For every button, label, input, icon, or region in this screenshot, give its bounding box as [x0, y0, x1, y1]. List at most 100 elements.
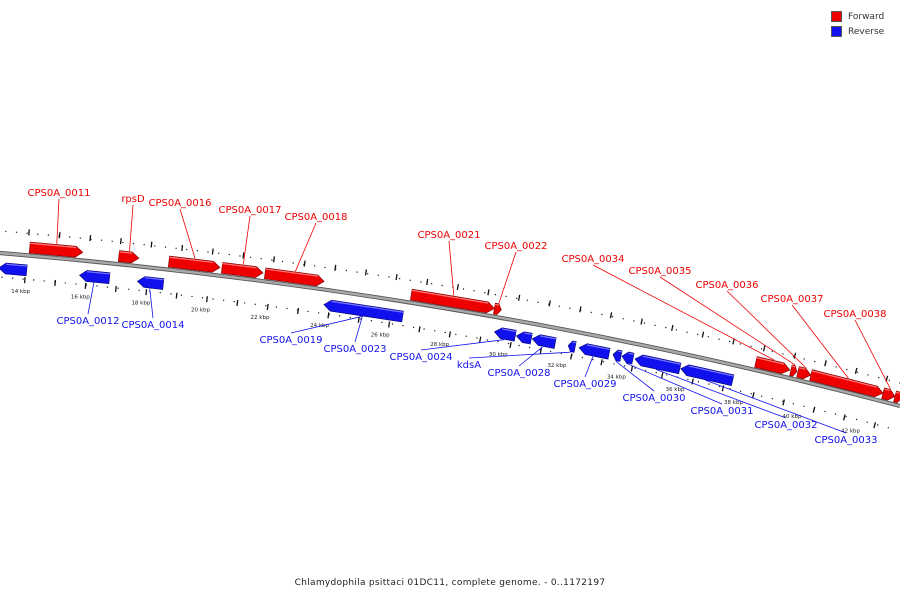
tick-dot [497, 341, 499, 343]
reverse-leader-line [420, 339, 504, 351]
forward-gene-arrow [754, 356, 791, 374]
gene-arrows [0, 241, 900, 404]
tick-dot [888, 379, 891, 382]
tick-dot [367, 273, 369, 275]
tick-dot [180, 294, 183, 296]
reverse-gene-arrow [567, 340, 577, 353]
major-tick [395, 274, 398, 281]
tick-dot [370, 320, 373, 322]
tick-dot [687, 378, 689, 381]
tick-dot [339, 315, 341, 317]
forward-gene-arrow [789, 364, 798, 377]
forward-gene-arrow [881, 387, 896, 401]
major-tick [509, 341, 512, 349]
tick-dot [191, 295, 193, 298]
major-tick [701, 331, 705, 338]
legend-reverse-label: Reverse [848, 26, 885, 37]
tick-dot [244, 302, 246, 304]
major-tick [539, 347, 543, 354]
forward-leader-line [854, 319, 891, 390]
scale-label: 16 kbp [71, 294, 90, 300]
reverse-gene-arrow-shine [6, 263, 28, 267]
tick-dot [526, 299, 529, 301]
forward-gene-label: CPS0A_0038 [823, 309, 886, 320]
tick-dot [313, 265, 316, 267]
tick-dot [622, 318, 624, 320]
forward-gene-label: CPS0A_0016 [148, 198, 211, 209]
tick-dot [569, 307, 571, 309]
tick-dot [265, 305, 267, 307]
tick-dot [201, 297, 204, 299]
forward-gene-arrow [28, 241, 84, 258]
tick-dot [633, 320, 635, 322]
tick-dot [484, 292, 486, 294]
tick-dot [645, 369, 647, 372]
reverse-gene-arrow-shine [86, 271, 110, 275]
tick-dot [878, 377, 880, 379]
major-tick [58, 232, 61, 239]
tick-marks [1, 229, 900, 429]
forward-gene-arrow-shine [756, 357, 784, 365]
forward-leader-line [56, 198, 60, 244]
tick-dot [803, 358, 805, 360]
reverse-gene-arrow-shine [331, 300, 404, 313]
major-tick [609, 312, 613, 319]
major-tick [691, 378, 694, 385]
reverse-leader-line [87, 282, 95, 315]
forward-gene-arrow [220, 262, 264, 278]
tick-dot [666, 374, 668, 376]
tick-dot [388, 276, 390, 278]
major-tick [579, 306, 582, 313]
tick-dot [665, 326, 667, 329]
tick-dot [507, 342, 510, 345]
forward-gene-arrow-shine [265, 268, 318, 277]
major-tick [600, 359, 603, 366]
tick-dot [423, 328, 425, 330]
forward-leader-line [295, 222, 317, 272]
reverse-leader-line [468, 351, 571, 359]
tick-dot [792, 403, 795, 405]
reverse-gene-arrow-shine [628, 352, 634, 355]
tick-dot [381, 321, 383, 324]
forward-leader-line [592, 264, 775, 361]
tick-dot [412, 326, 415, 329]
major-tick [752, 392, 755, 399]
leader-lines [56, 198, 891, 434]
tick-dot [154, 245, 156, 247]
major-tick [570, 353, 573, 360]
reverse-gene-label: CPS0A_0023 [323, 344, 386, 355]
reverse-gene-label: CPS0A_0029 [553, 379, 616, 390]
tick-dot [516, 297, 518, 300]
scale-label: 42 kbp [841, 428, 860, 434]
tick-dot [518, 344, 520, 347]
reverse-leader-line [354, 316, 363, 343]
tick-dot [33, 279, 35, 281]
major-tick [630, 365, 634, 372]
tick-dot [64, 282, 67, 284]
major-tick [721, 385, 725, 392]
major-tick [266, 303, 269, 311]
reverse-gene-arrow [680, 364, 735, 386]
major-tick [732, 338, 735, 345]
scale-label: 32 kbp [547, 363, 566, 369]
reverse-gene-arrow-shine [642, 355, 681, 365]
forward-gene-label: CPS0A_0021 [417, 230, 480, 241]
forward-gene-arrow-shine [811, 370, 878, 388]
forward-gene-label: CPS0A_0022 [484, 241, 547, 252]
tick-dot [782, 400, 784, 402]
tick-dot [260, 258, 262, 260]
tick-dot [465, 335, 467, 337]
forward-leader-line [179, 208, 196, 259]
reverse-gene-arrow [323, 299, 404, 323]
forward-gene-arrow [167, 255, 221, 273]
forward-gene-arrow-shine [791, 365, 796, 368]
reverse-gene-arrow-shine [617, 350, 622, 353]
tick-dot [356, 271, 358, 273]
forward-gene-label: rpsD [121, 194, 145, 205]
tick-dot [254, 303, 256, 305]
major-tick [854, 367, 858, 374]
reverse-gene-label: CPS0A_0014 [121, 320, 184, 331]
tick-dot [143, 244, 145, 246]
reverse-gene-arrow [0, 262, 28, 277]
backbone-line [0, 251, 900, 408]
